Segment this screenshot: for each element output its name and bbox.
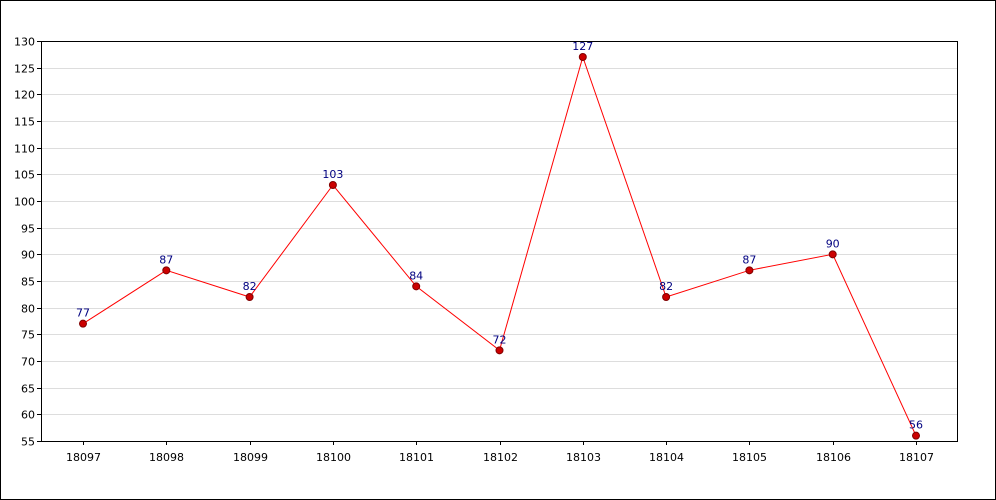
- y-tick-label-110: 110: [14, 143, 35, 156]
- x-tick-label-18103: 18103: [566, 451, 601, 464]
- data-point-18107: [912, 431, 920, 440]
- data-label-18101: 84: [409, 269, 423, 282]
- data-point-18101: [412, 282, 421, 291]
- data-point-18105: [745, 266, 754, 275]
- y-tick-label-100: 100: [14, 196, 35, 209]
- data-label-18107: 56: [909, 419, 923, 432]
- data-point-18099: [245, 293, 254, 301]
- y-tick-label-125: 125: [14, 63, 35, 76]
- x-tick-label-18102: 18102: [483, 451, 518, 464]
- data-point-18098: [162, 266, 171, 275]
- y-tick-label-70: 70: [21, 356, 35, 369]
- y-tick-label-75: 75: [21, 329, 35, 342]
- x-axis-ticks: 18097 18098 18099 18100 18101 18102 18103 18104…: [66, 441, 934, 464]
- data-point-18104: [662, 293, 671, 301]
- data-label-18104: 82: [659, 280, 673, 293]
- grid-lines: [41, 68, 957, 415]
- x-tick-label-18097: 18097: [66, 451, 101, 464]
- y-tick-label-95: 95: [21, 223, 35, 236]
- data-label-18100: 103: [322, 168, 343, 181]
- data-label-18106: 90: [826, 237, 840, 250]
- x-tick-label-18099: 18099: [233, 451, 268, 464]
- data-point-18103: [578, 53, 587, 61]
- data-label-18099: 82: [243, 280, 257, 293]
- data-markers: [79, 53, 920, 440]
- y-axis-ticks: 55 60 65 70 75 80 85 90 95 100 105 110 115 120 125 130: [14, 36, 41, 449]
- y-tick-label-90: 90: [21, 249, 35, 262]
- x-tick-label-18106: 18106: [816, 451, 851, 464]
- plot-area: [41, 41, 958, 442]
- data-label-18105: 87: [742, 253, 756, 266]
- data-point-18100: [328, 181, 337, 189]
- y-tick-label-65: 65: [21, 383, 35, 396]
- x-tick-label-18098: 18098: [149, 451, 184, 464]
- y-tick-label-55: 55: [21, 436, 35, 449]
- y-tick-label-60: 60: [21, 409, 35, 422]
- x-tick-label-18101: 18101: [399, 451, 434, 464]
- y-tick-label-105: 105: [14, 169, 35, 182]
- series-line: [82, 55, 917, 436]
- data-label-18097: 77: [76, 307, 90, 320]
- x-tick-label-18105: 18105: [732, 451, 767, 464]
- data-label-18098: 87: [159, 253, 173, 266]
- x-tick-label-18107: 18107: [899, 451, 934, 464]
- y-tick-label-85: 85: [21, 276, 35, 289]
- x-tick-label-18100: 18100: [316, 451, 351, 464]
- y-tick-label-130: 130: [14, 36, 35, 49]
- data-label-18102: 72: [493, 333, 507, 346]
- y-tick-label-115: 115: [14, 116, 35, 129]
- data-point-18097: [79, 319, 87, 328]
- x-tick-label-18104: 18104: [649, 451, 684, 464]
- y-tick-label-120: 120: [14, 89, 35, 102]
- data-point-18106: [828, 250, 837, 259]
- y-tick-label-80: 80: [21, 303, 35, 316]
- data-labels: 77 87 82 103 84 72 127 82 87 90 56: [76, 40, 923, 432]
- data-point-18102: [495, 346, 504, 355]
- data-label-18103: 127: [572, 40, 593, 53]
